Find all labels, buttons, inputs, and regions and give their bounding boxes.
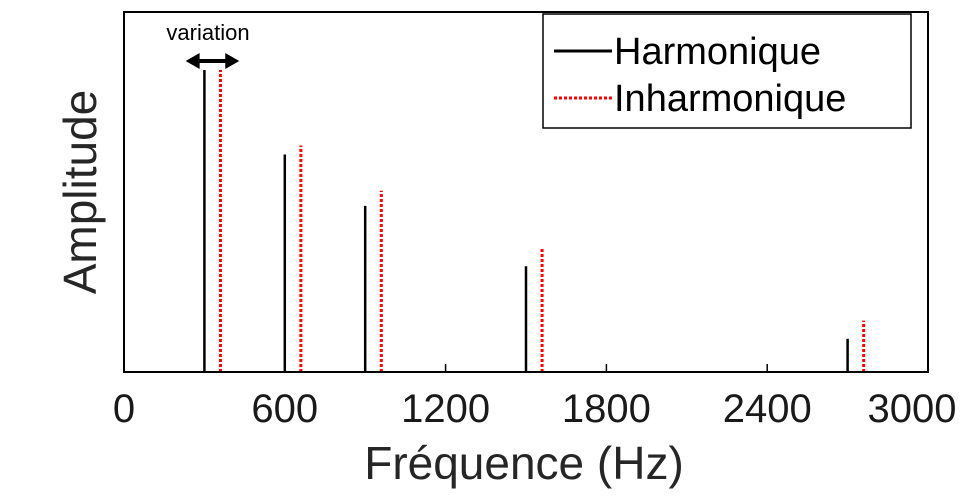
x-axis-title: Fréquence (Hz)	[364, 437, 684, 489]
legend-label-inharmonique: Inharmonique	[614, 78, 846, 120]
stem-layer	[203, 70, 866, 372]
x-tick-label-0: 0	[113, 387, 135, 431]
plot-area-frame	[123, 11, 929, 373]
variation-label: variation	[166, 20, 249, 45]
arrow-left-head-icon	[185, 53, 200, 69]
x-tick-label-4: 2400	[723, 387, 812, 431]
legend: Harmonique Inharmonique	[542, 13, 912, 129]
x-tick-label-5: 3000	[868, 387, 957, 431]
variation-annotation: variation	[166, 20, 250, 69]
x-tick-label-3: 1800	[562, 387, 651, 431]
x-tick-label-1: 600	[251, 387, 318, 431]
x-tick-label-2: 1200	[401, 387, 490, 431]
y-axis-title: Amplitude	[54, 90, 106, 295]
x-tick-marks	[123, 364, 929, 372]
arrow-right-head-icon	[225, 53, 240, 69]
legend-label-harmonique: Harmonique	[614, 31, 821, 73]
legend-box	[542, 13, 912, 129]
x-tick-labels: 0 600 1200 1800 2400 3000	[113, 387, 957, 431]
